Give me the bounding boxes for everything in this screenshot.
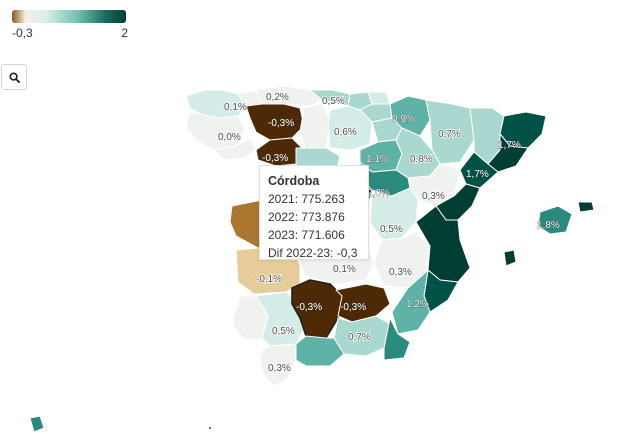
- label-burgos: 0,6%: [334, 127, 357, 138]
- label-sevilla: 0,5%: [272, 326, 295, 337]
- region-ceuta[interactable]: [208, 426, 212, 430]
- label-ciudad-real: 0,1%: [333, 264, 356, 275]
- region-galicia-west[interactable]: [185, 111, 246, 151]
- label-jaen: -0,3%: [340, 302, 366, 313]
- region-labels: 0,1% 0,0% 0,2% -0,3% -0,3% 0,5% 0,6% 0,9…: [217, 91, 560, 375]
- region-ibiza[interactable]: [503, 249, 517, 267]
- region-barcelona[interactable]: [487, 133, 529, 173]
- region-cadiz[interactable]: [259, 343, 297, 387]
- label-granada: 0,7%: [348, 332, 371, 343]
- label-murcia: 1,2%: [406, 299, 429, 310]
- legend-min-label: -0,3: [12, 26, 33, 40]
- region-tooltip: Córdoba 2021: 775.263 2022: 773.876 2023…: [259, 165, 369, 260]
- label-tarragona: 1,7%: [466, 169, 489, 180]
- label-baleares: 1,8%: [537, 220, 560, 231]
- label-girona: 1,7%: [498, 140, 521, 151]
- region-valencia[interactable]: [415, 205, 471, 283]
- label-cuenca: 0,5%: [380, 224, 403, 235]
- label-cordoba: -0,3%: [296, 302, 322, 313]
- region-burgos[interactable]: [327, 105, 373, 151]
- region-malaga[interactable]: [295, 335, 345, 367]
- label-galicia-north: 0,1%: [224, 102, 247, 113]
- region-mallorca[interactable]: [537, 205, 573, 235]
- search-button[interactable]: [1, 64, 27, 90]
- label-huesca: 0,7%: [438, 129, 461, 140]
- region-almeria[interactable]: [383, 317, 411, 361]
- tooltip-2023: 2023: 771.606: [268, 228, 345, 242]
- label-leon: -0,3%: [268, 118, 294, 129]
- label-teruel: 0,3%: [422, 191, 445, 202]
- region-murcia[interactable]: [391, 269, 431, 335]
- label-zamora: -0,3%: [262, 153, 288, 164]
- region-huesca[interactable]: [425, 99, 475, 165]
- label-cadiz: 0,3%: [268, 363, 291, 374]
- region-canarias[interactable]: [29, 415, 45, 433]
- label-badajoz: -0,1%: [256, 274, 282, 285]
- tooltip-2021: 2021: 775.263: [268, 192, 345, 206]
- legend-labels: -0,3 2: [12, 26, 128, 40]
- region-menorca[interactable]: [577, 201, 595, 213]
- region-leon[interactable]: [245, 103, 305, 141]
- label-asturias: 0,2%: [266, 92, 289, 103]
- region-cordoba[interactable]: [291, 279, 343, 339]
- legend-gradient-bar: [12, 10, 126, 23]
- search-icon: [8, 71, 20, 83]
- label-galicia-west: 0,0%: [218, 132, 241, 143]
- label-cantabria: 0,5%: [322, 96, 345, 107]
- color-legend: -0,3 2: [12, 10, 128, 40]
- label-navarra: 0,9%: [392, 114, 415, 125]
- region-guipuzcoa[interactable]: [367, 91, 391, 105]
- label-albacete: 0,3%: [389, 267, 412, 278]
- region-palencia[interactable]: [299, 103, 331, 151]
- label-zaragoza: 0,8%: [410, 154, 433, 165]
- tooltip-2022: 2022: 773.876: [268, 210, 345, 224]
- legend-max-label: 2: [121, 26, 128, 40]
- tooltip-title: Córdoba: [268, 174, 320, 188]
- tooltip-diff: Dif 2022-23: -0,3: [268, 246, 358, 260]
- label-madrid: 2,0%: [367, 188, 390, 199]
- label-soria: 1,1%: [366, 154, 389, 165]
- region-galicia-north[interactable]: [185, 89, 247, 119]
- region-navarra[interactable]: [389, 95, 431, 137]
